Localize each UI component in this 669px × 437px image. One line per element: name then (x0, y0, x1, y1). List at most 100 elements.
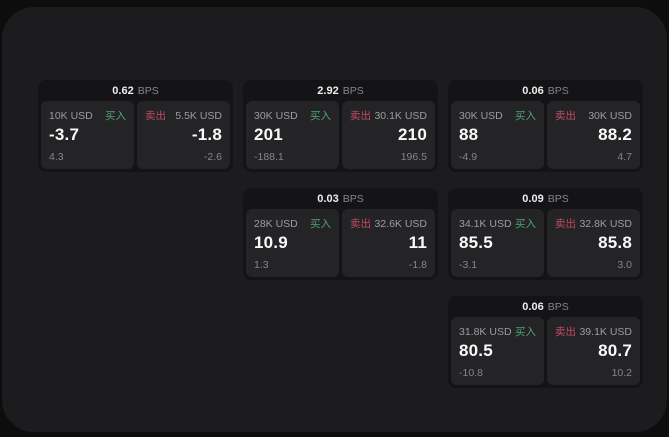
quote-card-5: 0.09 BPS 34.1K USD 买入 85.5 -3.1 卖出 32.8K… (448, 188, 643, 280)
sell-label: 卖出 (555, 110, 576, 122)
sell-price: 80.7 (598, 341, 632, 360)
sell-label: 卖出 (350, 218, 371, 230)
sell-tile-header: 卖出 32.8K USD (555, 216, 632, 231)
buy-delta: -10.8 (459, 367, 483, 379)
buy-tile[interactable]: 30K USD 买入 201 -188.1 (246, 101, 339, 169)
sell-amount: 32.8K USD (579, 218, 632, 230)
buy-amount: 30K USD (254, 110, 298, 122)
buy-delta: -188.1 (254, 151, 284, 163)
quote-card-1: 0.62 BPS 10K USD 买入 -3.7 4.3 卖出 5.5K USD… (38, 80, 233, 172)
quote-tiles: 28K USD 买入 10.9 1.3 卖出 32.6K USD 11 -1.8 (246, 209, 435, 277)
sell-delta: 196.5 (400, 151, 427, 163)
sell-amount: 30K USD (588, 110, 632, 122)
buy-price: 85.5 (459, 233, 493, 252)
bps-header: 0.06 BPS (451, 80, 640, 101)
buy-amount: 10K USD (49, 110, 93, 122)
sell-label: 卖出 (350, 110, 371, 122)
sell-tile[interactable]: 卖出 30K USD 88.2 4.7 (547, 101, 640, 169)
buy-tile-header: 30K USD 买入 (459, 108, 536, 123)
bps-unit-label: BPS (137, 84, 159, 97)
buy-delta: 4.3 (49, 151, 64, 163)
sell-delta: -1.8 (408, 259, 427, 271)
bps-header: 0.03 BPS (246, 188, 435, 209)
bps-value: 0.03 (317, 192, 339, 205)
sell-delta: -2.6 (203, 151, 222, 163)
buy-tile[interactable]: 28K USD 买入 10.9 1.3 (246, 209, 339, 277)
buy-price: 88 (459, 125, 479, 144)
buy-delta: -3.1 (459, 259, 478, 271)
bps-value: 2.92 (317, 84, 339, 97)
sell-amount: 32.6K USD (374, 218, 427, 230)
buy-tile-header: 30K USD 买入 (254, 108, 331, 123)
buy-tile[interactable]: 31.8K USD 买入 80.5 -10.8 (451, 317, 544, 385)
bps-header: 0.06 BPS (451, 296, 640, 317)
sell-label: 卖出 (555, 326, 576, 338)
sell-label: 卖出 (555, 218, 576, 230)
buy-label: 买入 (310, 218, 331, 230)
sell-price: 11 (408, 233, 427, 252)
quote-tiles: 30K USD 买入 201 -188.1 卖出 30.1K USD 210 1… (246, 101, 435, 169)
buy-label: 买入 (515, 110, 536, 122)
bps-header: 0.09 BPS (451, 188, 640, 209)
quote-tiles: 10K USD 买入 -3.7 4.3 卖出 5.5K USD -1.8 -2.… (41, 101, 230, 169)
quote-tiles: 31.8K USD 买入 80.5 -10.8 卖出 39.1K USD 80.… (451, 317, 640, 385)
buy-label: 买入 (515, 326, 536, 338)
sell-tile[interactable]: 卖出 32.6K USD 11 -1.8 (342, 209, 435, 277)
bps-unit-label: BPS (547, 84, 569, 97)
quote-card-6: 0.06 BPS 31.8K USD 买入 80.5 -10.8 卖出 39.1… (448, 296, 643, 388)
sell-tile[interactable]: 卖出 39.1K USD 80.7 10.2 (547, 317, 640, 385)
buy-tile-header: 31.8K USD 买入 (459, 324, 536, 339)
buy-tile-header: 10K USD 买入 (49, 108, 126, 123)
buy-price: 10.9 (254, 233, 288, 252)
sell-tile[interactable]: 卖出 32.8K USD 85.8 3.0 (547, 209, 640, 277)
quote-card-4: 0.03 BPS 28K USD 买入 10.9 1.3 卖出 32.6K US… (243, 188, 438, 280)
sell-price: 85.8 (598, 233, 632, 252)
buy-tile[interactable]: 30K USD 买入 88 -4.9 (451, 101, 544, 169)
buy-label: 买入 (515, 218, 536, 230)
quotes-panel: 0.62 BPS 10K USD 买入 -3.7 4.3 卖出 5.5K USD… (2, 7, 667, 432)
sell-amount: 30.1K USD (374, 110, 427, 122)
buy-tile[interactable]: 34.1K USD 买入 85.5 -3.1 (451, 209, 544, 277)
bps-value: 0.06 (522, 84, 544, 97)
buy-delta: 1.3 (254, 259, 269, 271)
buy-price: 201 (254, 125, 283, 144)
quote-card-2: 2.92 BPS 30K USD 买入 201 -188.1 卖出 30.1K … (243, 80, 438, 172)
sell-amount: 5.5K USD (175, 110, 222, 122)
bps-unit-label: BPS (547, 300, 569, 313)
buy-tile-header: 34.1K USD 买入 (459, 216, 536, 231)
bps-header: 0.62 BPS (41, 80, 230, 101)
sell-price: -1.8 (191, 125, 222, 144)
buy-tile-header: 28K USD 买入 (254, 216, 331, 231)
buy-amount: 34.1K USD (459, 218, 512, 230)
sell-tile-header: 卖出 30.1K USD (350, 108, 427, 123)
sell-delta: 4.7 (617, 151, 632, 163)
buy-label: 买入 (310, 110, 331, 122)
bps-value: 0.09 (522, 192, 544, 205)
bps-unit-label: BPS (342, 84, 364, 97)
bps-value: 0.06 (522, 300, 544, 313)
sell-delta: 10.2 (611, 367, 632, 379)
buy-tile[interactable]: 10K USD 买入 -3.7 4.3 (41, 101, 134, 169)
sell-delta: 3.0 (617, 259, 632, 271)
bps-unit-label: BPS (547, 192, 569, 205)
buy-delta: -4.9 (459, 151, 478, 163)
quote-tiles: 30K USD 买入 88 -4.9 卖出 30K USD 88.2 4.7 (451, 101, 640, 169)
sell-tile[interactable]: 卖出 30.1K USD 210 196.5 (342, 101, 435, 169)
sell-tile[interactable]: 卖出 5.5K USD -1.8 -2.6 (137, 101, 230, 169)
bps-value: 0.62 (112, 84, 134, 97)
quote-tiles: 34.1K USD 买入 85.5 -3.1 卖出 32.8K USD 85.8… (451, 209, 640, 277)
buy-label: 买入 (105, 110, 126, 122)
sell-tile-header: 卖出 39.1K USD (555, 324, 632, 339)
buy-amount: 30K USD (459, 110, 503, 122)
sell-tile-header: 卖出 5.5K USD (145, 108, 222, 123)
quote-card-3: 0.06 BPS 30K USD 买入 88 -4.9 卖出 30K USD 8… (448, 80, 643, 172)
sell-tile-header: 卖出 30K USD (555, 108, 632, 123)
buy-amount: 31.8K USD (459, 326, 512, 338)
sell-amount: 39.1K USD (579, 326, 632, 338)
buy-price: 80.5 (459, 341, 493, 360)
sell-price: 88.2 (598, 125, 632, 144)
buy-price: -3.7 (49, 125, 80, 144)
sell-tile-header: 卖出 32.6K USD (350, 216, 427, 231)
sell-price: 210 (398, 125, 427, 144)
bps-unit-label: BPS (342, 192, 364, 205)
